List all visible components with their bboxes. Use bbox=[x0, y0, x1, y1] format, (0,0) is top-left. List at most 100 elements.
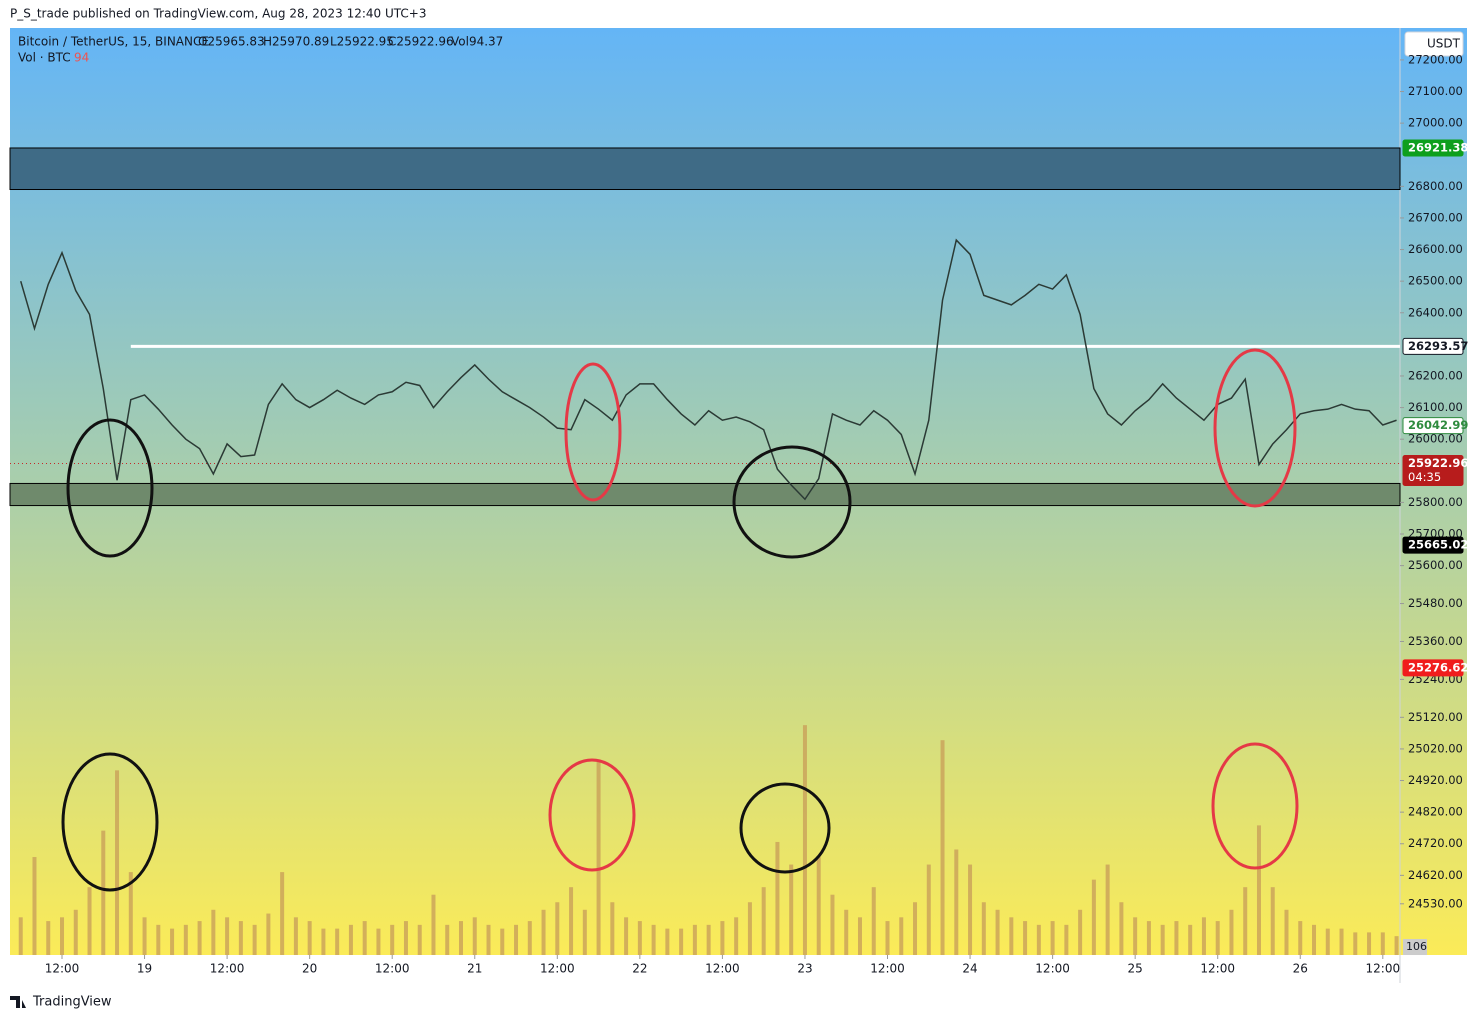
y-tick-label: 26000.00 bbox=[1408, 432, 1463, 446]
volume-bar bbox=[775, 841, 780, 955]
volume-bar bbox=[1160, 924, 1165, 955]
volume-bar bbox=[156, 924, 161, 955]
volume-bar bbox=[926, 864, 931, 955]
volume-bar bbox=[1270, 887, 1275, 955]
volume-bar bbox=[816, 857, 821, 955]
currency-button-label[interactable]: USDT bbox=[1427, 37, 1461, 51]
volume-bar bbox=[252, 924, 257, 955]
currency-button[interactable] bbox=[1404, 31, 1464, 57]
volume-bar bbox=[720, 921, 725, 955]
volume-bar bbox=[183, 924, 188, 955]
volume-bar bbox=[225, 917, 230, 955]
volume-bar bbox=[500, 928, 505, 955]
volume-bar bbox=[582, 909, 587, 955]
volume-bar bbox=[1256, 825, 1261, 955]
volume-bar bbox=[761, 887, 766, 955]
countdown: 04:35 bbox=[1408, 470, 1441, 484]
x-tick-label: 12:00 bbox=[45, 962, 80, 976]
legend-ohlc: L25922.95 bbox=[330, 35, 394, 49]
volume-bar bbox=[280, 872, 285, 955]
volume-bar bbox=[1188, 924, 1193, 955]
volume-bar bbox=[115, 770, 120, 955]
volume-bar bbox=[981, 902, 986, 955]
volume-bar bbox=[679, 928, 684, 955]
volume-bar bbox=[335, 928, 340, 955]
y-tick-label: 25480.00 bbox=[1408, 596, 1463, 610]
volume-bar bbox=[376, 928, 381, 955]
volume-bar bbox=[142, 917, 147, 955]
price-label bbox=[1402, 455, 1464, 487]
volume-bar bbox=[569, 887, 574, 955]
volume-bar bbox=[1119, 902, 1124, 955]
volume-bar bbox=[706, 924, 711, 955]
volume-bar bbox=[541, 909, 546, 955]
x-axis-band bbox=[10, 955, 1467, 983]
volume-bar bbox=[1312, 924, 1317, 955]
volume-bar bbox=[390, 924, 395, 955]
price-label-text: 25276.62 bbox=[1408, 660, 1468, 674]
x-tick-label: 12:00 bbox=[870, 962, 905, 976]
volume-bar bbox=[954, 849, 959, 955]
price-label bbox=[1402, 337, 1464, 355]
y-tick-label: 24720.00 bbox=[1408, 836, 1463, 850]
x-tick-label: 22 bbox=[632, 962, 647, 976]
volume-bar bbox=[692, 924, 697, 955]
volume-bar bbox=[1367, 932, 1372, 955]
x-tick-label: 19 bbox=[137, 962, 152, 976]
price-label bbox=[1402, 417, 1464, 435]
volume-bar bbox=[128, 872, 133, 955]
volume-bar bbox=[1133, 917, 1138, 955]
y-tick-label: 26700.00 bbox=[1408, 210, 1463, 224]
volume-bar bbox=[899, 917, 904, 955]
y-tick-label: 26400.00 bbox=[1408, 305, 1463, 319]
volume-bar bbox=[1284, 909, 1289, 955]
volume-bar bbox=[1036, 924, 1041, 955]
zone bbox=[9, 482, 1401, 507]
x-tick-label: 12:00 bbox=[210, 962, 245, 976]
volume-bar bbox=[1353, 932, 1358, 955]
volume-bar bbox=[857, 917, 862, 955]
legend-ohlc: Vol94.37 bbox=[451, 35, 503, 49]
volume-bar bbox=[362, 921, 367, 955]
volume-bar bbox=[211, 909, 216, 955]
legend-volume-value: 94 bbox=[74, 51, 89, 65]
x-tick-label: 12:00 bbox=[705, 962, 740, 976]
y-tick-label: 24620.00 bbox=[1408, 868, 1463, 882]
volume-bar bbox=[1023, 921, 1028, 955]
volume-bar bbox=[1298, 921, 1303, 955]
volume-bar bbox=[940, 740, 945, 955]
x-tick-label: 24 bbox=[962, 962, 977, 976]
volume-bar bbox=[238, 921, 243, 955]
volume-bar bbox=[789, 864, 794, 955]
volume-bar bbox=[46, 921, 51, 955]
x-tick-label: 12:00 bbox=[375, 962, 410, 976]
legend-ohlc: H25970.89 bbox=[263, 35, 329, 49]
volume-bar bbox=[1243, 887, 1248, 955]
x-tick-label: 12:00 bbox=[1200, 962, 1235, 976]
volume-bar bbox=[637, 921, 642, 955]
volume-bar bbox=[830, 894, 835, 955]
volume-label bbox=[1403, 939, 1427, 956]
volume-bar bbox=[1146, 921, 1151, 955]
y-tick-label: 25800.00 bbox=[1408, 495, 1463, 509]
volume-bar bbox=[1339, 928, 1344, 955]
volume-bar bbox=[472, 917, 477, 955]
x-tick-label: 12:00 bbox=[1366, 962, 1401, 976]
annotation-circle bbox=[564, 362, 622, 502]
price-label-text: 25922.96 bbox=[1408, 456, 1468, 470]
volume-bar bbox=[32, 857, 37, 955]
volume-bar bbox=[1064, 924, 1069, 955]
y-tick-label: 25120.00 bbox=[1408, 710, 1463, 724]
y-tick-label: 26800.00 bbox=[1408, 179, 1463, 193]
volume-bar bbox=[844, 909, 849, 955]
logo bbox=[10, 996, 26, 1008]
volume-bar bbox=[802, 725, 807, 955]
volume-bar bbox=[1394, 936, 1399, 955]
volume-bar bbox=[417, 924, 422, 955]
header: P_S_trade published on TradingView.com, … bbox=[10, 7, 426, 21]
volume-bar bbox=[101, 830, 106, 955]
volume-bar bbox=[1078, 909, 1083, 955]
x-tick-label: 26 bbox=[1293, 962, 1308, 976]
volume-bar bbox=[913, 902, 918, 955]
volume-bar bbox=[885, 921, 890, 955]
